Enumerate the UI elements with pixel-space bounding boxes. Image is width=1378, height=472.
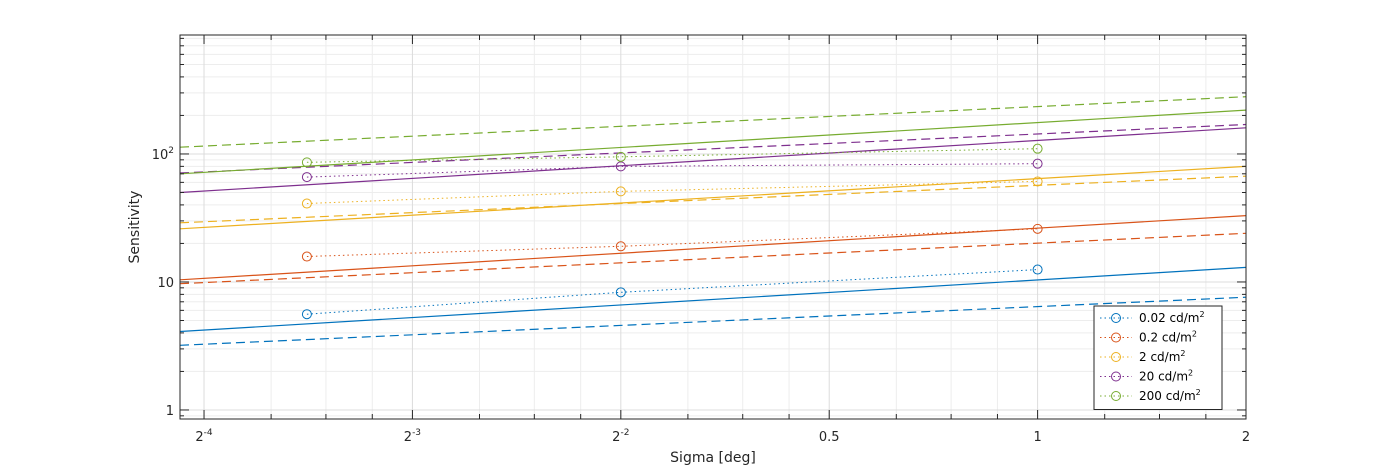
legend-label-text: 0.2 cd/m <box>1139 331 1192 345</box>
x-tick-label: 2-3 <box>404 428 421 445</box>
legend-label-sup: 2 <box>1199 310 1204 319</box>
legend-label-text: 0.02 cd/m <box>1139 311 1199 325</box>
series-3-model-dashed-line <box>179 123 1247 174</box>
y-axis-label: Sensitivity <box>127 191 143 264</box>
legend-label-text: 20 cd/m <box>1139 370 1188 384</box>
legend-label-3: 20 cd/m2 <box>1139 369 1193 384</box>
series-3-measured-line <box>306 163 1038 178</box>
series-1-measured-line <box>306 228 1038 257</box>
y-tick-label: 102 <box>152 146 174 163</box>
series-3-model-solid-line <box>179 127 1247 194</box>
plot-box <box>179 34 1247 420</box>
legend-marker-4 <box>1111 391 1121 401</box>
series-0-model-dashed-line <box>179 296 1247 346</box>
legend-marker-0 <box>1111 313 1121 323</box>
series-0-point <box>615 287 626 298</box>
series-2-point <box>615 186 626 197</box>
series-0-point <box>301 309 312 320</box>
series-1-model-solid-line <box>179 215 1247 281</box>
series-1-point <box>301 251 312 262</box>
series-1-point <box>615 241 626 252</box>
series-4-measured-line <box>306 148 1038 163</box>
series-2-model-solid-line <box>179 165 1247 230</box>
x-tick-label: 2 <box>1242 430 1250 445</box>
series-3-point <box>615 161 626 172</box>
x-tick-labels: 2-4 2-3 2-2 0.5 1 2 <box>195 428 1250 445</box>
legend-marker-3 <box>1111 371 1121 382</box>
series-1-model-dashed-line <box>179 232 1247 285</box>
x-tick-label: 2-4 <box>195 428 213 445</box>
tick-marks <box>180 35 1247 419</box>
series-2-point <box>301 198 312 209</box>
series-2-point <box>1032 176 1043 187</box>
series-3-point <box>1032 158 1043 169</box>
series-4-point <box>1032 143 1043 154</box>
legend-label-sup: 2 <box>1196 388 1201 397</box>
y-tick-label: 10 <box>157 276 174 291</box>
y-tick-base: 10 <box>152 148 169 163</box>
x-tick-exponent: -2 <box>620 428 629 438</box>
legend-marker-1 <box>1111 332 1121 343</box>
x-tick-base: 2 <box>404 430 412 445</box>
plot-background <box>180 35 1246 419</box>
legend-label-text: 200 cd/m <box>1139 389 1196 403</box>
series-1-point <box>1032 223 1043 234</box>
legend-label-sup: 2 <box>1188 369 1193 378</box>
minor-grid <box>180 35 1246 419</box>
series-3-point <box>301 172 312 183</box>
x-tick-exponent: -3 <box>412 428 421 438</box>
series-4-model-solid-line <box>179 109 1247 175</box>
x-tick-base: 2 <box>612 430 620 445</box>
legend-marker-2 <box>1111 352 1121 362</box>
x-tick-label: 0.5 <box>819 430 840 445</box>
y-tick-exponent: 2 <box>168 146 174 156</box>
x-tick-base: 2 <box>195 430 203 445</box>
x-tick-label: 2-2 <box>612 428 629 445</box>
x-tick-exponent: -4 <box>204 428 213 438</box>
legend-label-sup: 2 <box>1180 349 1185 358</box>
series-0-measured-line <box>306 269 1038 315</box>
y-tick-label: 1 <box>166 404 174 419</box>
series-layer <box>179 96 1247 346</box>
series-2-measured-line <box>306 180 1038 204</box>
legend-label-sup: 2 <box>1192 330 1197 339</box>
series-0-model-solid-line <box>179 266 1247 333</box>
legend-label-text: 2 cd/m <box>1139 350 1180 364</box>
series-4-model-dashed-line <box>179 96 1247 148</box>
legend-label-0: 0.02 cd/m2 <box>1139 310 1205 325</box>
legend-label-4: 200 cd/m2 <box>1139 388 1201 403</box>
series-4-point <box>301 157 312 168</box>
legend-box <box>1093 305 1223 410</box>
legend-label-2: 2 cd/m2 <box>1139 349 1186 364</box>
x-axis-label: Sigma [deg] <box>670 450 756 466</box>
legend-label-1: 0.2 cd/m2 <box>1139 330 1197 345</box>
x-tick-label: 1 <box>1033 430 1041 445</box>
series-0-point <box>1032 264 1043 275</box>
series-4-point <box>615 151 626 162</box>
series-2-model-dashed-line <box>179 175 1247 224</box>
